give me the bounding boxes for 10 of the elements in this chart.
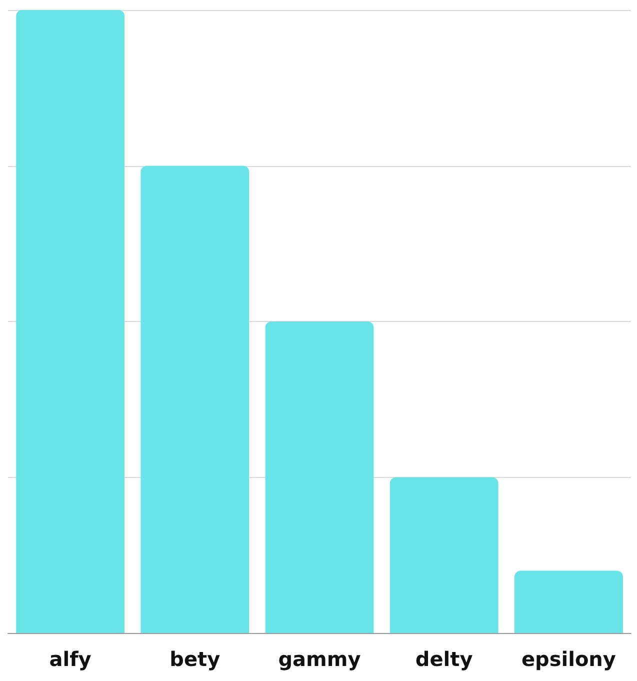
bar — [390, 477, 498, 633]
bar — [514, 570, 623, 633]
x-tick-label: epsilony — [521, 647, 616, 671]
x-tick-label: delty — [415, 647, 473, 671]
bar — [140, 166, 250, 633]
bar — [265, 322, 374, 633]
bar — [16, 10, 124, 633]
x-tick-label: gammy — [278, 647, 361, 671]
x-tick-label: alfy — [49, 647, 92, 671]
x-tick-label: bety — [170, 647, 220, 671]
